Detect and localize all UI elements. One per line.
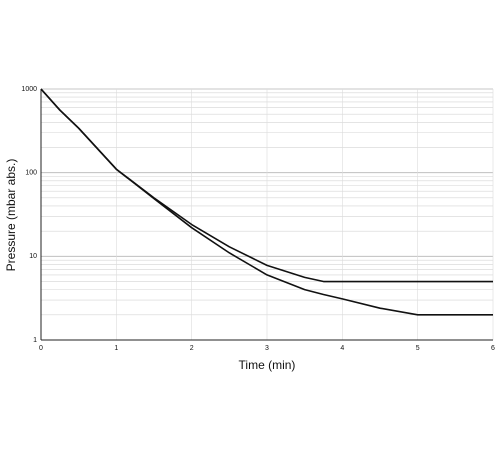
x-tick-label: 0	[39, 345, 43, 352]
x-tick-label: 2	[190, 345, 194, 352]
x-tick-label: 1	[114, 345, 118, 352]
x-tick-label: 3	[265, 345, 269, 352]
y-tick-label: 1000	[21, 86, 37, 93]
series-line	[40, 88, 493, 316]
y-axis-label: Pressure (mbar abs.)	[4, 159, 18, 272]
x-tick-label: 5	[416, 345, 420, 352]
x-axis-label: Time (min)	[239, 358, 296, 372]
y-tick-label: 10	[29, 253, 37, 260]
y-tick-label: 100	[25, 170, 37, 177]
x-tick-label: 6	[491, 345, 495, 352]
x-tick-label: 4	[340, 345, 344, 352]
y-tick-label: 1	[33, 337, 37, 344]
